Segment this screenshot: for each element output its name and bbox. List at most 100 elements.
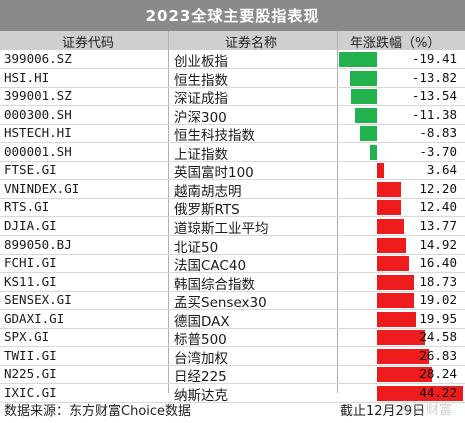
change-bar	[377, 218, 404, 234]
change-bar	[377, 181, 401, 197]
change-value: 3.64	[426, 162, 457, 178]
data-source: 数据来源：东方财富Choice数据	[4, 404, 192, 419]
row-code: 000300.SH	[4, 106, 72, 122]
header-change: 年涨跌幅（%）	[350, 36, 441, 51]
table-row: 399006.SZ 创业板指 -19.41	[0, 50, 465, 70]
row-name: 韩国综合指数	[174, 276, 255, 293]
row-code: TWII.GI	[4, 347, 57, 363]
cutoff-date: 截止12月29日	[340, 404, 426, 419]
change-value: 13.77	[419, 217, 457, 233]
row-code: SENSEX.GI	[4, 292, 72, 308]
table-row: KS11.GI 韩国综合指数 18.73	[0, 273, 465, 293]
row-name: 深证成指	[174, 91, 228, 108]
table-row: 899050.BJ 北证50 14.92	[0, 236, 465, 256]
change-value: 19.02	[419, 292, 457, 308]
change-bar	[377, 367, 433, 383]
table-row: FTSE.GI 英国富时100 3.64	[0, 161, 465, 182]
change-value: -19.41	[411, 51, 457, 66]
row-code: 899050.BJ	[4, 236, 72, 252]
change-value: 28.24	[419, 366, 457, 382]
header-code: 证券代码	[62, 36, 115, 51]
row-code: HSTECH.HI	[4, 125, 72, 141]
change-value: 18.73	[419, 273, 457, 289]
change-bar	[339, 52, 377, 67]
change-value: 24.58	[419, 329, 457, 345]
row-name: 恒生科技指数	[174, 128, 255, 145]
table-row: HSTECH.HI 恒生科技指数 -8.83	[0, 124, 465, 145]
change-bar	[369, 144, 377, 160]
row-name: 上证指数	[174, 146, 228, 163]
row-name: 德国DAX	[174, 313, 230, 330]
change-bar	[377, 348, 430, 364]
table-row: TWII.GI 台湾加权 26.83	[0, 347, 465, 367]
change-bar	[377, 274, 414, 290]
change-bar	[377, 293, 415, 309]
change-bar	[377, 385, 464, 401]
table-row: N225.GI 日经225 28.24	[0, 365, 465, 386]
row-name: 纳斯达克	[174, 387, 228, 404]
row-code: N225.GI	[4, 366, 57, 382]
row-name: 恒生指数	[174, 72, 228, 89]
change-value: 44.22	[419, 384, 457, 400]
row-code: KS11.GI	[4, 273, 57, 289]
row-code: GDAXI.GI	[4, 310, 65, 326]
change-bar	[354, 107, 377, 123]
table-row: GDAXI.GI 德国DAX 19.95	[0, 310, 465, 330]
row-code: SPX.GI	[4, 329, 50, 345]
table-row: 399001.SZ 深证成指 -13.54	[0, 87, 465, 108]
row-name: 日经225	[174, 369, 227, 386]
table-header: 证券代码 证券名称 年涨跌幅（%）	[0, 31, 465, 51]
change-value: 26.83	[419, 347, 457, 363]
row-code: HSI.HI	[4, 69, 50, 85]
table-row: 000300.SH 沪深300 -11.38	[0, 106, 465, 126]
row-name: 北证50	[174, 239, 219, 256]
row-code: 399006.SZ	[4, 51, 72, 66]
change-value: 14.92	[419, 236, 457, 252]
row-name: 标普500	[174, 332, 227, 349]
change-value: -13.82	[411, 69, 457, 85]
row-name: 英国富时100	[174, 165, 254, 182]
row-name: 俄罗斯RTS	[174, 202, 240, 219]
change-bar	[377, 200, 402, 216]
row-name: 沪深300	[174, 109, 227, 126]
row-code: DJIA.GI	[4, 217, 57, 233]
change-bar	[377, 311, 416, 327]
change-value: -3.70	[419, 143, 457, 159]
change-bar	[377, 163, 385, 179]
change-bar	[350, 89, 377, 105]
row-name: 台湾加权	[174, 350, 228, 367]
table-row: FCHI.GI 法国CAC40 16.40	[0, 254, 465, 275]
column-divider-1	[168, 31, 169, 393]
table-row: VNINDEX.GI 越南胡志明 12.20	[0, 180, 465, 200]
row-code: FCHI.GI	[4, 255, 57, 271]
row-code: 000001.SH	[4, 143, 72, 159]
row-name: 越南胡志明	[174, 183, 242, 200]
row-code: FTSE.GI	[4, 162, 57, 178]
chart-title: 2023全球主要股指表现	[0, 0, 465, 31]
header-name: 证券名称	[225, 36, 278, 51]
change-bar	[377, 256, 409, 272]
change-value: -11.38	[411, 106, 457, 122]
row-name: 道琼斯工业平均	[174, 220, 269, 237]
row-name: 法国CAC40	[174, 258, 247, 275]
footer: 数据来源：东方财富Choice数据 截止12月29日 东方财富	[0, 393, 465, 423]
table-row: IXIC.GI 纳斯达克 44.22	[0, 384, 465, 404]
change-value: -13.54	[411, 88, 457, 104]
table-row: SPX.GI 标普500 24.58	[0, 328, 465, 349]
table-row: SENSEX.GI 孟买Sensex30 19.02	[0, 291, 465, 311]
change-bar	[377, 237, 407, 253]
row-code: RTS.GI	[4, 199, 50, 215]
column-divider-2	[337, 31, 338, 393]
change-value: 12.20	[419, 180, 457, 196]
change-bar	[377, 330, 425, 346]
row-name: 创业板指	[174, 54, 228, 70]
row-code: 399001.SZ	[4, 88, 72, 104]
change-value: 16.40	[419, 255, 457, 271]
watermark: 东方财富	[400, 403, 453, 418]
change-value: -8.83	[419, 125, 457, 141]
table-row: RTS.GI 俄罗斯RTS 12.40	[0, 198, 465, 219]
row-code: IXIC.GI	[4, 384, 57, 400]
change-bar	[350, 70, 377, 86]
table-row: 000001.SH 上证指数 -3.70	[0, 143, 465, 163]
